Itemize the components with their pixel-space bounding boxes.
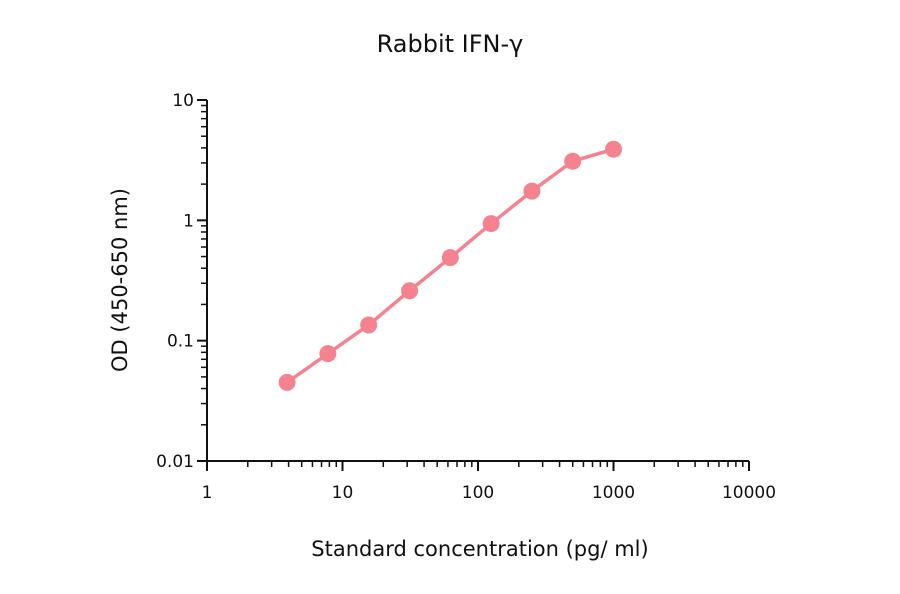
x-tick-label: 10000 — [722, 483, 776, 503]
data-point-marker — [278, 373, 296, 391]
data-point-marker — [441, 249, 459, 267]
chart-title: Rabbit IFN-γ — [376, 30, 524, 58]
data-point-marker — [523, 182, 541, 200]
data-point-marker — [360, 316, 378, 334]
data-point-marker — [605, 140, 622, 158]
y-tick-label: 10 — [172, 91, 194, 111]
x-tick-label: 1 — [202, 483, 213, 503]
data-point-marker — [482, 215, 500, 233]
data-point-marker — [564, 152, 582, 170]
x-tick-label: 10 — [332, 483, 354, 503]
y-tick-label: 0.1 — [167, 332, 194, 352]
data-series — [278, 140, 622, 391]
axes: 1 10 100 1000 10000 0.01 0.1 1 10 — [156, 91, 776, 503]
data-point-marker — [401, 282, 419, 300]
y-tick-label: 1 — [183, 211, 194, 231]
y-tick-label: 0.01 — [156, 452, 194, 472]
data-point-marker — [319, 345, 337, 363]
x-tick-label: 100 — [462, 483, 494, 503]
x-axis-label: Standard concentration (pg/ ml) — [311, 537, 649, 561]
x-tick-label: 1000 — [592, 483, 635, 503]
